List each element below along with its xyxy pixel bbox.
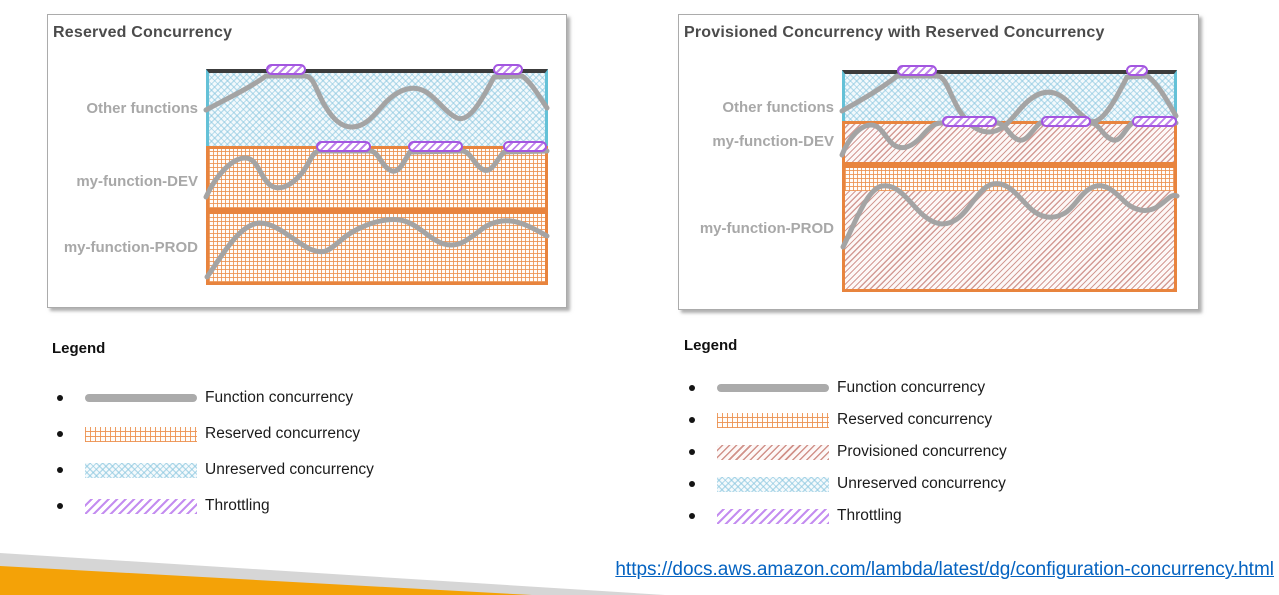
bullet-icon [57, 467, 63, 473]
provisioned-concurrency-area-dev [842, 121, 1177, 165]
reserved-grid-swatch [85, 426, 197, 442]
provisioned-concurrency-panel: Provisioned Concurrency with Reserved Co… [678, 14, 1199, 310]
throttling-patch [1132, 116, 1177, 127]
legend-item-reserved-concurrency: Reserved concurrency [52, 425, 374, 442]
legend-item-provisioned-concurrency: Provisioned concurrency [684, 443, 1007, 460]
legend-item-function-concurrency: Function concurrency [52, 389, 374, 406]
reserved-concurrency-panel: Reserved Concurrency Other functions my-… [47, 14, 567, 308]
throttling-stripes-swatch [85, 498, 197, 514]
unreserved-concurrency-area [206, 69, 548, 146]
throttling-patch [493, 64, 523, 75]
legend-left: Legend Function concurrency Reserved con… [52, 340, 374, 534]
unreserved-concurrency-area [842, 70, 1177, 121]
throttling-patch [942, 116, 997, 127]
reserved-concurrency-area-prod [206, 211, 548, 285]
panel-title: Provisioned Concurrency with Reserved Co… [684, 24, 1105, 41]
panel-title: Reserved Concurrency [53, 24, 233, 41]
throttling-patch [503, 141, 547, 152]
bullet-icon [57, 503, 63, 509]
throttling-patch [1126, 65, 1148, 76]
bullet-icon [689, 417, 695, 423]
provisioned-concurrency-area-prod [842, 165, 1177, 292]
unreserved-crosshatch-swatch [85, 462, 197, 478]
bullet-icon [689, 385, 695, 391]
row-label-my-function-dev: my-function-DEV [76, 173, 198, 190]
orange-wedge [0, 566, 532, 595]
reserved-concurrency-band [845, 168, 1174, 191]
provisioned-hatch-swatch [717, 444, 829, 460]
throttling-patch [408, 141, 463, 152]
legend-item-unreserved-concurrency: Unreserved concurrency [684, 475, 1007, 492]
bullet-icon [57, 431, 63, 437]
throttling-patch [897, 65, 937, 76]
row-label-other-functions: Other functions [86, 100, 198, 117]
legend-heading: Legend [52, 340, 106, 357]
corner-wedge-decoration [0, 553, 665, 595]
row-label-my-function-prod: my-function-PROD [699, 220, 834, 237]
bullet-icon [689, 449, 695, 455]
legend-item-throttling: Throttling [52, 497, 374, 514]
row-label-my-function-dev: my-function-DEV [712, 133, 834, 150]
function-line-swatch [717, 384, 829, 392]
docs-link[interactable]: https://docs.aws.amazon.com/lambda/lates… [615, 559, 1274, 580]
function-line-swatch [85, 394, 197, 402]
bullet-icon [689, 513, 695, 519]
legend-item-reserved-concurrency: Reserved concurrency [684, 411, 1007, 428]
bullet-icon [689, 481, 695, 487]
row-label-other-functions: Other functions [722, 99, 834, 116]
legend-item-throttling: Throttling [684, 507, 1007, 524]
unreserved-crosshatch-swatch [717, 476, 829, 492]
throttling-patch [266, 64, 306, 75]
reserved-grid-swatch [717, 412, 829, 428]
throttling-patch [1041, 116, 1091, 127]
throttling-patch [316, 141, 371, 152]
reserved-concurrency-area-dev [206, 146, 548, 211]
legend-right: Legend Function concurrency Reserved con… [684, 337, 1007, 540]
bullet-icon [57, 395, 63, 401]
legend-item-function-concurrency: Function concurrency [684, 379, 1007, 396]
legend-heading: Legend [684, 337, 738, 354]
legend-item-unreserved-concurrency: Unreserved concurrency [52, 461, 374, 478]
row-label-my-function-prod: my-function-PROD [63, 239, 198, 256]
throttling-stripes-swatch [717, 508, 829, 524]
